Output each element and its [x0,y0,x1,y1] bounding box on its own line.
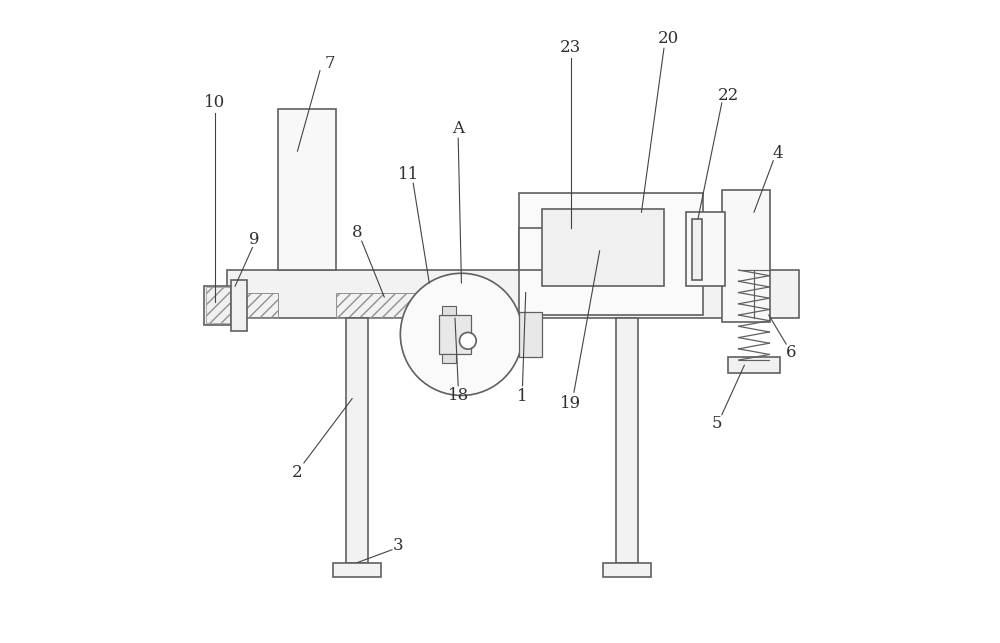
Bar [686,212,725,286]
Bar [206,287,230,323]
Text: 8: 8 [352,224,363,241]
Bar [204,293,278,318]
Text: 1: 1 [517,388,528,405]
Bar [519,193,703,315]
Bar [439,315,471,354]
Bar [603,563,651,577]
Bar [692,219,702,280]
Text: 20: 20 [658,30,679,47]
Text: 19: 19 [560,395,581,412]
Bar [728,357,780,373]
Bar [542,209,664,286]
Bar [278,109,336,270]
Text: 22: 22 [718,87,739,104]
Text: 4: 4 [772,145,783,161]
Bar [336,293,503,318]
Bar [231,280,247,331]
Circle shape [400,273,523,395]
Text: A: A [452,120,464,137]
Text: 5: 5 [712,415,723,431]
Text: 11: 11 [398,167,419,183]
Bar [346,318,368,563]
Bar [204,286,231,325]
Bar [722,190,770,322]
Bar [333,563,381,577]
Bar [442,306,456,315]
Text: 9: 9 [249,231,260,248]
Text: 23: 23 [560,39,581,56]
Bar [519,228,645,270]
Bar [227,270,799,318]
Text: 3: 3 [393,537,404,554]
Text: 10: 10 [204,95,225,111]
Bar [616,318,638,563]
Text: 6: 6 [785,344,796,361]
Bar [519,312,542,357]
Text: 2: 2 [292,464,303,481]
Text: 18: 18 [448,387,469,404]
Text: 7: 7 [324,55,335,71]
Circle shape [459,332,476,349]
Bar [442,354,456,363]
